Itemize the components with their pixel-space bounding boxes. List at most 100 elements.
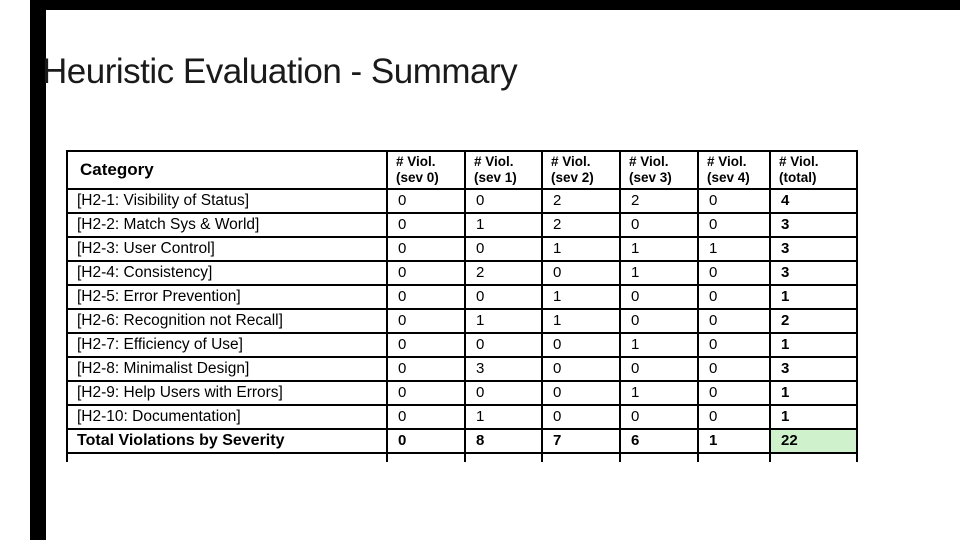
header-cell-severity: # Viol. (sev 3) xyxy=(619,150,699,190)
total-row: Total Violations by Severity 0 8 7 6 1 22 xyxy=(66,428,858,454)
header-line-2: (sev 3) xyxy=(629,170,672,185)
severity-value-cell: 0 xyxy=(697,284,771,310)
severity-value-cell: 2 xyxy=(541,212,621,238)
category-cell: [H2-9: Help Users with Errors] xyxy=(66,380,388,406)
severity-value-cell: 3 xyxy=(464,356,543,382)
partial-cell xyxy=(464,452,543,462)
summary-table-wrapper: Category # Viol. (sev 0) # Viol. (sev 1) # Vi… xyxy=(66,150,862,470)
header-cell-severity: # Viol. (sev 1) xyxy=(464,150,543,190)
header-line-1: # Viol. xyxy=(779,154,819,169)
severity-value-cell: 0 xyxy=(697,404,771,430)
category-cell: [H2-10: Documentation] xyxy=(66,404,388,430)
total-value-cell: 1 xyxy=(769,404,858,430)
total-row-label-cell: Total Violations by Severity xyxy=(66,428,388,454)
severity-value-cell: 0 xyxy=(697,356,771,382)
severity-value-cell: 0 xyxy=(541,356,621,382)
category-cell: [H2-7: Efficiency of Use] xyxy=(66,332,388,358)
header-line-1: # Viol. xyxy=(396,154,436,169)
severity-value-cell: 2 xyxy=(464,260,543,286)
severity-value-cell: 1 xyxy=(464,308,543,334)
header-line-2: (total) xyxy=(779,170,817,185)
total-value-cell: 2 xyxy=(769,308,858,334)
table-row: [H2-8: Minimalist Design] 0 3 0 0 0 3 xyxy=(66,356,858,382)
total-row-value-cell: 8 xyxy=(464,428,543,454)
table-row: [H2-7: Efficiency of Use] 0 0 0 1 0 1 xyxy=(66,332,858,358)
header-line-1: # Viol. xyxy=(474,154,514,169)
severity-value-cell: 0 xyxy=(464,284,543,310)
header-line-2: (sev 2) xyxy=(551,170,594,185)
severity-value-cell: 0 xyxy=(386,308,466,334)
severity-value-cell: 0 xyxy=(541,260,621,286)
severity-value-cell: 0 xyxy=(464,380,543,406)
partial-cutoff-row xyxy=(66,452,858,462)
severity-value-cell: 1 xyxy=(619,332,699,358)
total-value-cell: 1 xyxy=(769,380,858,406)
header-line-2: (sev 1) xyxy=(474,170,517,185)
summary-table: Category # Viol. (sev 0) # Viol. (sev 1) # Vi… xyxy=(66,150,858,462)
severity-value-cell: 0 xyxy=(697,212,771,238)
page-title: Heuristic Evaluation - Summary xyxy=(42,52,518,91)
total-value-cell: 1 xyxy=(769,284,858,310)
header-line-1: # Viol. xyxy=(551,154,591,169)
severity-value-cell: 0 xyxy=(619,404,699,430)
severity-value-cell: 0 xyxy=(619,212,699,238)
header-cell-category: Category xyxy=(66,150,388,190)
severity-value-cell: 0 xyxy=(386,380,466,406)
severity-value-cell: 0 xyxy=(386,260,466,286)
category-cell: [H2-4: Consistency] xyxy=(66,260,388,286)
severity-value-cell: 0 xyxy=(386,236,466,262)
header-cell-severity: # Viol. (sev 2) xyxy=(541,150,621,190)
table-row: [H2-1: Visibility of Status] 0 0 2 2 0 4 xyxy=(66,188,858,214)
severity-value-cell: 0 xyxy=(464,188,543,214)
table-row: [H2-10: Documentation] 0 1 0 0 0 1 xyxy=(66,404,858,430)
frame-top-bar xyxy=(30,0,960,10)
total-value-cell: 1 xyxy=(769,332,858,358)
severity-value-cell: 2 xyxy=(541,188,621,214)
category-cell: [H2-6: Recognition not Recall] xyxy=(66,308,388,334)
severity-value-cell: 0 xyxy=(697,188,771,214)
severity-value-cell: 0 xyxy=(386,212,466,238)
severity-value-cell: 0 xyxy=(386,284,466,310)
severity-value-cell: 0 xyxy=(619,356,699,382)
total-value-cell: 3 xyxy=(769,212,858,238)
partial-cell xyxy=(619,452,699,462)
table-row: [H2-5: Error Prevention] 0 0 1 0 0 1 xyxy=(66,284,858,310)
header-line-1: # Viol. xyxy=(629,154,669,169)
header-cell-severity: # Viol. (sev 0) xyxy=(386,150,466,190)
severity-value-cell: 0 xyxy=(464,236,543,262)
severity-value-cell: 1 xyxy=(541,284,621,310)
header-line-2: (sev 0) xyxy=(396,170,439,185)
table-row: [H2-2: Match Sys & World] 0 1 2 0 0 3 xyxy=(66,212,858,238)
severity-value-cell: 0 xyxy=(619,284,699,310)
total-row-value-cell: 1 xyxy=(697,428,771,454)
severity-value-cell: 0 xyxy=(697,380,771,406)
severity-value-cell: 0 xyxy=(464,332,543,358)
partial-cell xyxy=(697,452,771,462)
header-cell-severity: # Viol. (sev 4) xyxy=(697,150,771,190)
partial-cell xyxy=(66,452,388,462)
severity-value-cell: 1 xyxy=(464,404,543,430)
severity-value-cell: 1 xyxy=(619,236,699,262)
table-row: [H2-9: Help Users with Errors] 0 0 0 1 0 1 xyxy=(66,380,858,406)
severity-value-cell: 0 xyxy=(541,332,621,358)
severity-value-cell: 0 xyxy=(541,404,621,430)
severity-value-cell: 0 xyxy=(697,260,771,286)
severity-value-cell: 0 xyxy=(386,188,466,214)
header-line-2: (sev 4) xyxy=(707,170,750,185)
category-cell: [H2-1: Visibility of Status] xyxy=(66,188,388,214)
total-value-cell: 3 xyxy=(769,356,858,382)
grand-total-cell: 22 xyxy=(769,428,858,454)
category-cell: [H2-5: Error Prevention] xyxy=(66,284,388,310)
severity-value-cell: 1 xyxy=(541,236,621,262)
severity-value-cell: 0 xyxy=(386,356,466,382)
table-body: [H2-1: Visibility of Status] 0 0 2 2 0 4 [H2-2:… xyxy=(66,188,858,462)
total-value-cell: 3 xyxy=(769,236,858,262)
severity-value-cell: 0 xyxy=(619,308,699,334)
severity-value-cell: 0 xyxy=(697,308,771,334)
header-line-1: # Viol. xyxy=(707,154,747,169)
table-row: [H2-6: Recognition not Recall] 0 1 1 0 0 2 xyxy=(66,308,858,334)
severity-value-cell: 0 xyxy=(697,332,771,358)
severity-value-cell: 1 xyxy=(619,260,699,286)
severity-value-cell: 0 xyxy=(541,380,621,406)
